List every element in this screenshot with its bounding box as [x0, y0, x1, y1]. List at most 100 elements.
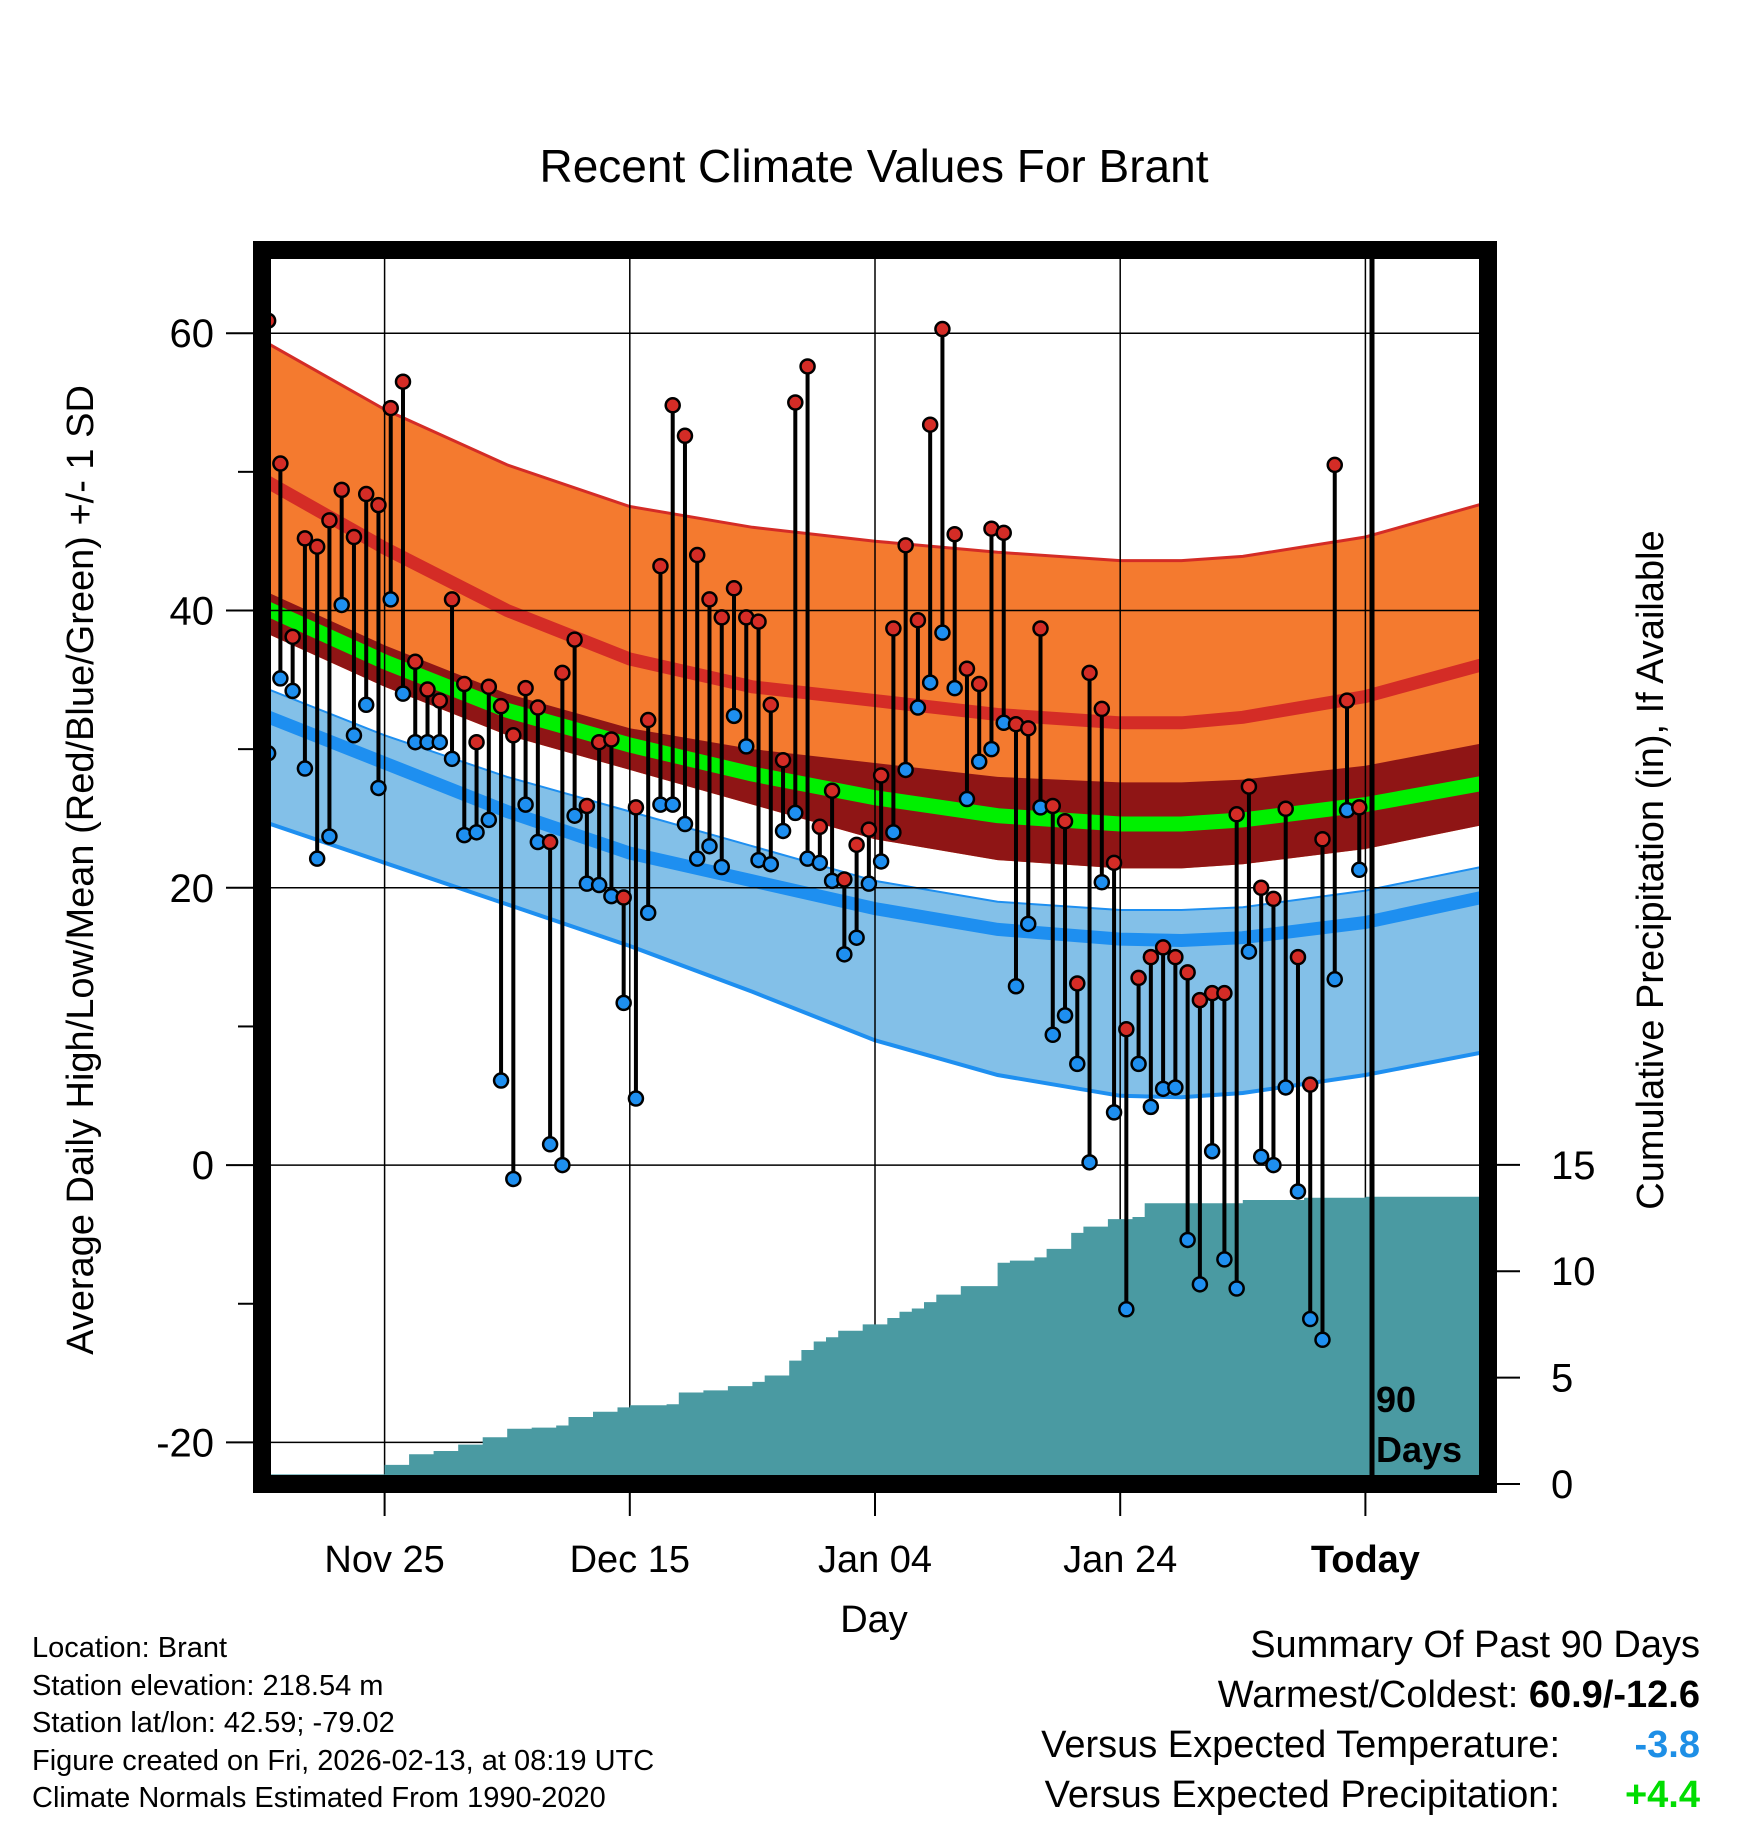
y2-tick-label: 5 — [1551, 1357, 1573, 1401]
daily-low-point — [505, 1170, 522, 1188]
y2-axis-ticks: 15 10 5 0 — [1497, 1144, 1596, 1507]
daily-high-point — [1289, 948, 1307, 966]
daily-high-point — [554, 664, 571, 682]
daily-high-point — [468, 733, 485, 751]
daily-high-point — [836, 871, 853, 888]
high-upper-edge — [262, 338, 1488, 563]
y-tick-label: -20 — [156, 1421, 214, 1465]
daily-high-point — [652, 557, 669, 575]
daily-low-point — [713, 858, 730, 876]
daily-low-point — [958, 790, 976, 808]
daily-high-point — [505, 727, 522, 744]
daily-low-point — [382, 591, 399, 608]
daily-high-point — [272, 455, 289, 472]
daily-high-point — [1179, 964, 1196, 981]
summary-panel: Summary Of Past 90 Days Warmest/Coldest:… — [1041, 1620, 1700, 1820]
daily-low-point — [1191, 1276, 1209, 1293]
daily-low-point — [738, 738, 755, 755]
location-text: Location: Brant — [32, 1632, 228, 1664]
daily-low-point — [1314, 1331, 1331, 1349]
low-upper-edge — [262, 685, 1488, 911]
daily-high-point — [787, 394, 804, 411]
x-tick-label: Jan 24 — [1063, 1539, 1177, 1581]
daily-high-point — [1105, 854, 1123, 872]
daily-low-point — [909, 699, 927, 716]
y-tick-label: 0 — [192, 1144, 214, 1188]
daily-low-point — [701, 837, 718, 855]
daily-low-point — [627, 1090, 645, 1107]
elevation-text: Station elevation: 218.54 m — [32, 1669, 384, 1702]
daily-low-point — [296, 760, 314, 777]
daily-low-point — [1142, 1098, 1160, 1116]
daily-low-point — [468, 824, 485, 841]
daily-high-point — [1093, 700, 1111, 718]
y-axis-ticks: 60 40 20 0 -20 — [156, 312, 253, 1465]
daily-high-point — [713, 609, 730, 626]
daily-low-point — [1265, 1156, 1282, 1174]
precip-label: Versus Expected Precipitation: — [1044, 1774, 1560, 1816]
daily-low-point — [443, 750, 461, 768]
daily-high-point — [676, 427, 694, 445]
daily-low-point — [492, 1072, 510, 1089]
daily-high-point — [1044, 797, 1062, 815]
high-normal-line — [262, 473, 1488, 730]
daily-high-point — [284, 628, 301, 646]
daily-high-point — [566, 631, 583, 648]
daily-high-point — [578, 797, 596, 815]
daily-high-point — [860, 821, 878, 838]
daily-high-point — [517, 679, 534, 697]
daily-low-point — [1326, 971, 1343, 988]
daily-high-point — [308, 538, 326, 555]
daily-high-point — [431, 692, 449, 709]
daily-high-point — [1020, 720, 1037, 737]
daily-low-point — [787, 804, 804, 822]
daily-high-point — [1081, 664, 1098, 682]
precip-row: Versus Expected Precipitation: +4.4 — [1041, 1770, 1700, 1820]
y2-tick-label: 10 — [1551, 1250, 1596, 1294]
daily-high-point — [1314, 831, 1331, 848]
summary-heading: Summary Of Past 90 Days — [1250, 1624, 1700, 1666]
normals-text: Climate Normals Estimated From 1990-2020 — [32, 1782, 606, 1814]
daily-low-point — [308, 850, 326, 867]
daily-low-point — [1020, 915, 1037, 933]
daily-high-point — [909, 611, 927, 629]
temp-label: Versus Expected Temperature: — [1041, 1724, 1560, 1766]
daily-high-point — [664, 397, 681, 414]
warm-cold-label: Warmest/Coldest: — [1217, 1674, 1519, 1716]
daily-low-point — [848, 929, 865, 946]
daily-high-point — [1167, 948, 1184, 966]
daily-high-point — [529, 699, 547, 716]
daily-low-point — [1301, 1310, 1319, 1328]
daily-high-point — [774, 751, 792, 769]
period-label-number: 90 — [1376, 1379, 1416, 1420]
daily-low-point — [885, 824, 902, 841]
daily-high-point — [333, 481, 350, 499]
daily-high-point — [627, 799, 645, 816]
daily-low-point — [639, 904, 657, 922]
y2-tick-label: 15 — [1551, 1144, 1596, 1188]
daily-low-point — [1069, 1055, 1086, 1073]
daily-high-point — [615, 889, 632, 906]
daily-low-point — [284, 682, 301, 700]
daily-low-point — [934, 624, 951, 641]
daily-high-point — [885, 620, 902, 637]
daily-high-point — [799, 358, 816, 375]
x-tick-label: Jan 04 — [818, 1539, 932, 1581]
daily-high-point — [958, 660, 976, 677]
precipitation-area — [262, 1196, 1488, 1484]
daily-high-point — [1228, 806, 1245, 823]
daily-high-point — [750, 613, 767, 630]
temp-row: Versus Expected Temperature: -3.8 — [1041, 1720, 1700, 1770]
daily-high-point — [1216, 984, 1233, 1002]
plot-frame — [253, 241, 1497, 1493]
daily-high-point — [1142, 948, 1160, 966]
daily-high-point — [970, 675, 988, 693]
daily-high-point — [370, 496, 387, 514]
daily-low-point — [517, 796, 534, 813]
daily-high-point — [1191, 991, 1209, 1009]
daily-range-lines — [266, 320, 1362, 1340]
daily-high-point — [823, 782, 841, 799]
daily-high-point — [639, 711, 657, 729]
daily-high-point — [872, 767, 890, 784]
daily-high-point — [541, 833, 559, 851]
